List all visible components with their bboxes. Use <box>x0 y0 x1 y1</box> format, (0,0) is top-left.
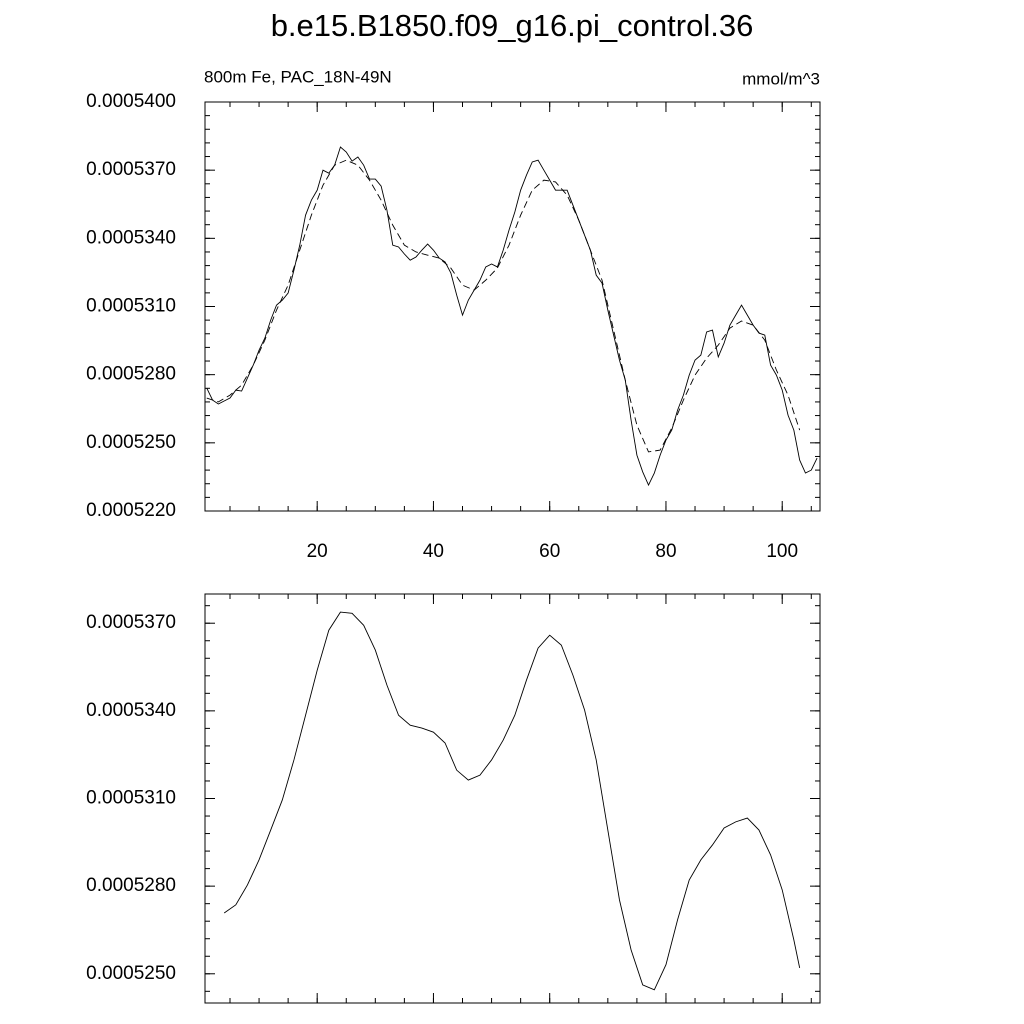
y-tick-label: 0.0005280 <box>86 875 176 896</box>
data-line <box>223 611 801 991</box>
left-label: 800m Fe, PAC_18N-49N <box>204 67 392 86</box>
y-tick-label: 0.0005310 <box>86 788 176 809</box>
y-tick-label: 0.0005280 <box>86 364 176 385</box>
x-tick-label: 60 <box>539 541 560 562</box>
data-line <box>206 146 818 487</box>
units-label: mmol/m^3 <box>742 69 820 88</box>
y-tick-label: 0.0005370 <box>86 159 176 180</box>
data-line <box>206 159 801 453</box>
y-tick-label: 0.0005250 <box>86 963 176 984</box>
y-tick-label: 0.0005400 <box>86 91 176 112</box>
x-tick-label: 40 <box>423 541 444 562</box>
x-tick-label: 80 <box>655 541 676 562</box>
y-tick-label: 0.0005370 <box>86 612 176 633</box>
y-tick-label: 0.0005220 <box>86 500 176 521</box>
y-tick-label: 0.0005340 <box>86 700 176 721</box>
x-tick-label: 20 <box>307 541 328 562</box>
plot-frame <box>204 101 821 512</box>
plot-frame <box>204 593 821 1004</box>
y-tick-label: 0.0005310 <box>86 296 176 317</box>
y-tick-label: 0.0005340 <box>86 227 176 248</box>
chart-title: b.e15.B1850.f09_g16.pi_control.36 <box>271 8 754 43</box>
x-tick-label: 100 <box>766 541 798 562</box>
y-tick-label: 0.0005250 <box>86 432 176 453</box>
